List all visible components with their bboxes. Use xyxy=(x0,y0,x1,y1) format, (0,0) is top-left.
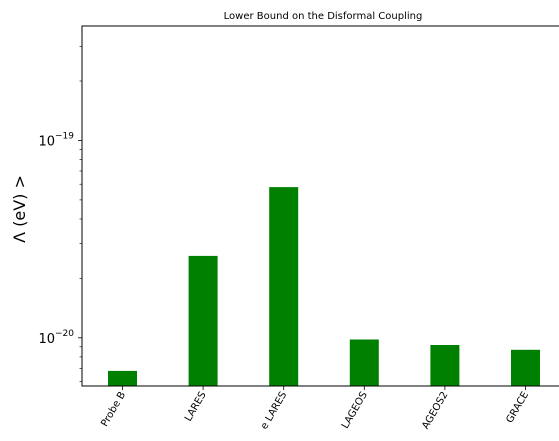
bar-4 xyxy=(430,345,460,386)
x-tick-label-4: AGEOS2 xyxy=(420,390,450,431)
y-axis: 10−19 10−20 xyxy=(38,45,82,382)
y-tick-label-0: 10−19 xyxy=(38,131,74,149)
plot-frame xyxy=(81,25,559,387)
x-tick-label-0: Probe B xyxy=(99,390,128,429)
bar-2 xyxy=(269,187,299,386)
x-tick-label-2: e LARES xyxy=(259,390,289,432)
bar-1 xyxy=(188,255,218,386)
x-tick-label-5: GRACE xyxy=(504,390,531,425)
y-axis-label: Λ (eV) > xyxy=(10,175,29,243)
bar-5 xyxy=(511,349,540,386)
x-axis: Probe B LARES e LARES LAGEOS AGEOS2 GRACE xyxy=(99,386,531,432)
y-tick-label-1: 10−20 xyxy=(38,329,74,347)
bar-0 xyxy=(108,370,137,386)
bars-group xyxy=(108,187,540,386)
x-tick-label-1: LARES xyxy=(183,390,209,423)
bar-3 xyxy=(349,339,379,386)
x-tick-label-3: LAGEOS xyxy=(340,390,370,431)
chart-title: Lower Bound on the Disformal Coupling xyxy=(224,11,423,22)
